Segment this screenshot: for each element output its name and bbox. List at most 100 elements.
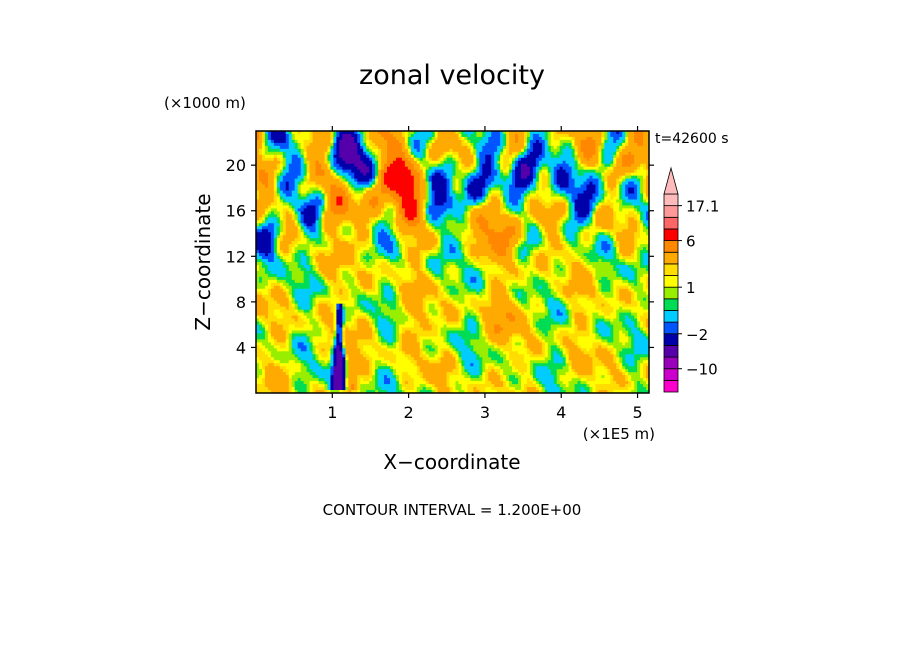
contour-cell [360,220,364,224]
contour-cell [425,151,430,156]
contour-cell [297,196,302,201]
contour-cell [407,157,412,162]
contour-cell [574,232,579,236]
contour-cell [512,131,516,135]
time-label: t=42600 s [655,131,729,147]
contour-cell [270,205,275,210]
contour-cell [276,181,281,186]
contour-cell [455,190,460,195]
contour-cell [431,193,436,198]
contour-cell [467,226,471,230]
contour-cell [321,226,326,230]
contour-cell [512,145,516,150]
contour-cell [419,157,424,162]
contour-cell [488,211,492,215]
contour-cell [330,202,335,207]
contour-cell [634,151,638,156]
contour-cell [354,160,358,165]
contour-cell [297,131,302,135]
contour-cell [389,226,394,230]
contour-cell [309,178,314,183]
contour-cell [464,163,468,168]
contour-cell [440,193,445,198]
contour-cell [616,148,620,153]
contour-cell [568,184,573,189]
contour-cell [413,160,418,165]
contour-cell [613,166,617,171]
contour-cell [571,208,576,212]
contour-cell [398,211,403,215]
contour-cell [541,145,546,150]
contour-cell [467,232,471,236]
contour-cell [547,157,552,162]
contour-cell [279,181,284,186]
contour-cell [509,220,513,224]
contour-cell [488,223,492,227]
contour-cell [312,229,317,233]
contour-cell [622,157,626,162]
contour-cell [556,181,561,186]
contour-cell [535,157,540,162]
contour-cell [577,205,582,210]
contour-cell [416,211,421,215]
contour-cell [395,172,400,177]
contour-cell [467,139,471,144]
contour-cell [354,166,358,171]
contour-cell [404,199,409,204]
contour-cell [562,133,567,138]
contour-cell [267,175,272,180]
contour-cell [485,202,489,207]
contour-cell [398,223,403,227]
contour-cell [360,172,364,177]
contour-cell [544,208,549,212]
contour-cell [494,169,498,174]
contour-cell [270,232,275,236]
contour-cell [628,131,632,135]
contour-cell [410,157,415,162]
contour-cell [643,136,647,141]
contour-cell [389,172,394,177]
contour-cell [339,154,343,159]
contour-cell [503,157,507,162]
contour-cell [258,172,263,177]
contour-cell [306,226,311,230]
contour-cell [488,154,492,159]
contour-cell [622,202,626,207]
contour-cell [580,184,585,189]
contour-cell [389,184,394,189]
contour-cell [455,214,460,218]
contour-cell [351,211,355,215]
contour-cell [541,184,546,189]
contour-cell [488,226,492,230]
contour-cell [410,184,415,189]
contour-cell [261,131,266,135]
contour-cell [300,190,305,195]
contour-cell [315,232,320,236]
contour-cell [425,208,430,212]
contour-cell [488,181,492,186]
contour-cell [497,157,501,162]
contour-cell [285,211,290,215]
contour-cell [616,190,620,195]
contour-cell [446,205,451,210]
contour-cell [619,187,623,192]
contour-cell [613,163,617,168]
contour-cell [428,220,433,224]
contour-cell [562,193,567,198]
contour-cell [640,202,644,207]
contour-cell [526,229,531,233]
contour-cell [625,166,629,171]
contour-cell [312,133,317,138]
contour-cell [416,196,421,201]
contour-cell [541,178,546,183]
contour-cell [535,178,540,183]
contour-cell [324,196,329,201]
contour-cell [392,202,397,207]
contour-cell [279,220,284,224]
contour-cell [282,199,287,204]
contour-cell [401,166,406,171]
contour-cell [431,223,436,227]
contour-cell [381,229,385,233]
contour-cell [324,214,329,218]
contour-cell [366,142,370,147]
